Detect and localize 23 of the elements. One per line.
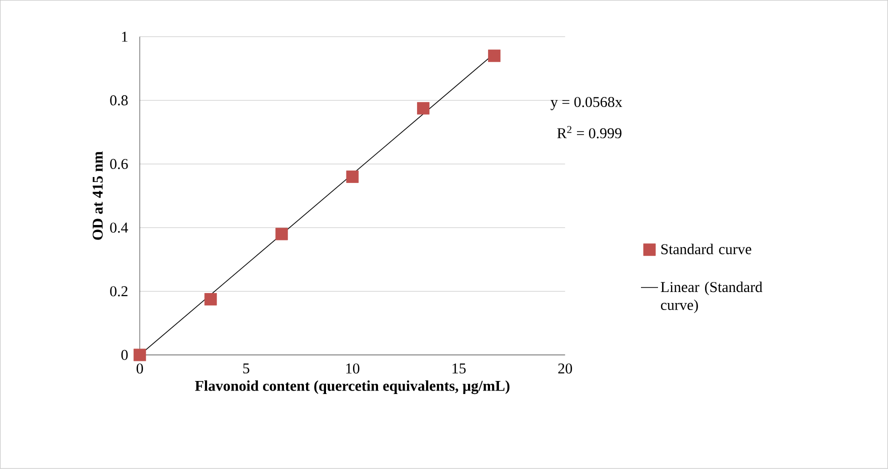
y-tick-label: 0.2 (110, 286, 128, 297)
x-tick-label: 0 (136, 364, 143, 374)
point (275, 228, 288, 240)
point (134, 348, 146, 362)
y-axis-title: OD at 415 nm (92, 152, 103, 240)
point (204, 293, 217, 306)
x-axis-title: Flavonoid content (quercetin equivalents, µg/mL) (195, 380, 510, 394)
annotation: R$^{2}$ = 0.999 (557, 126, 622, 138)
y-tick-label: 1 (122, 32, 128, 42)
y-tick-label: 0.8 (110, 95, 128, 106)
point (488, 50, 500, 62)
x-tick-label: 10 (346, 364, 360, 374)
x-tick-label: 5 (243, 364, 250, 374)
point (417, 102, 430, 115)
point (346, 170, 359, 184)
x-tick-label: 20 (558, 364, 572, 374)
legend-label: Linear (Standard curve) (660, 282, 762, 314)
y-tick-label: 0 (121, 350, 128, 360)
y-tick-label: 0.4 (110, 222, 128, 233)
y-tick-label: 0.6 (110, 159, 128, 170)
legend-label: Standard curve (661, 244, 752, 254)
x-tick-label: 15 (452, 364, 466, 374)
annotation: y = 0.0568x (550, 97, 622, 110)
